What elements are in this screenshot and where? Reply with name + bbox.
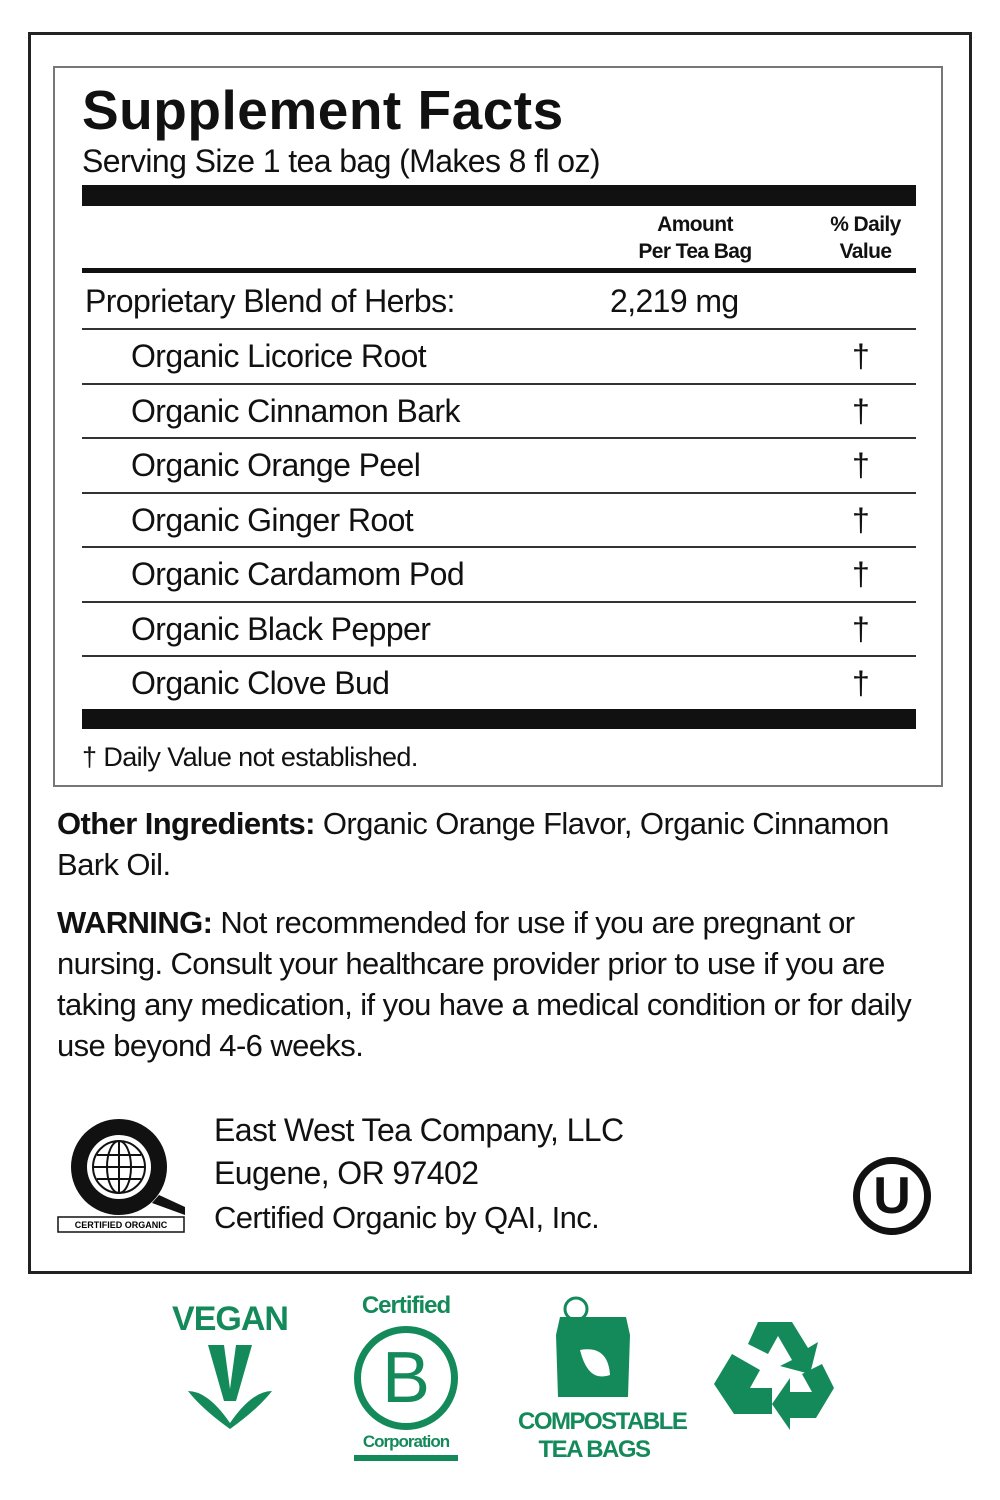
ingredient-name: Organic Clove Bud [131, 665, 390, 701]
ingredient-name: Organic Licorice Root [131, 338, 427, 374]
daily-value-dagger: † [852, 392, 870, 429]
row-divider [82, 382, 916, 385]
ingredient-row: Organic Clove Bud † [82, 657, 916, 711]
vegan-text: VEGAN [172, 1300, 289, 1338]
ingredient-row: Organic Black Pepper † [82, 603, 916, 657]
qai-certified-organic-logo: CERTIFIED ORGANIC [57, 1115, 187, 1235]
warning-text: Not recommended for use if you are pregn… [57, 905, 912, 1063]
blend-amount: 2,219 mg [610, 283, 739, 319]
panel-title: Supplement Facts [82, 79, 564, 141]
row-divider [82, 655, 916, 657]
other-ingredients: Other Ingredients: Organic Orange Flavor… [57, 803, 937, 885]
amount-header: Amount Per Tea Bag [610, 211, 780, 265]
row-divider [82, 328, 916, 330]
footnote: † Daily Value not established. [82, 742, 418, 772]
label-frame [28, 32, 972, 1274]
daily-value-dagger: † [852, 556, 870, 592]
amount-header-line1: Amount [657, 213, 733, 236]
bcorp-certified-text: Certified [361, 1292, 451, 1319]
header-divider [82, 268, 916, 273]
qai-label: CERTIFIED ORGANIC [75, 1220, 168, 1230]
other-ingredients-label: Other Ingredients: [57, 806, 316, 841]
daily-value-dagger: † [852, 338, 870, 374]
compostable-tea-bags-logo: COMPOSTABLE TEA BAGS [518, 1295, 688, 1465]
supplement-facts-panel [53, 66, 943, 787]
thick-divider [82, 185, 916, 206]
compostable-text: COMPOSTABLE [518, 1408, 688, 1435]
b-corp-logo: Certified B Corporation [350, 1292, 462, 1462]
thick-divider-bottom [82, 709, 916, 729]
other-ingredients-text: Organic Orange Flavor, Organic Cinnamon … [57, 806, 889, 882]
amount-header-line2: Per Tea Bag [638, 240, 752, 263]
ingredient-row: Organic Licorice Root † [82, 330, 916, 384]
daily-value-dagger: † [852, 501, 870, 538]
bcorp-b-icon: B [354, 1326, 458, 1430]
recycle-icon [712, 1318, 836, 1434]
serving-size: Serving Size 1 tea bag (Makes 8 fl oz) [82, 143, 601, 179]
warning: WARNING: Not recommended for use if you … [57, 902, 937, 1066]
row-divider [82, 491, 916, 494]
dv-header-line2: Value [839, 240, 892, 263]
tea-bags-text: TEA BAGS [538, 1436, 651, 1463]
row-divider [82, 437, 916, 439]
kosher-u-icon: U [853, 1157, 931, 1235]
ingredient-row: Organic Ginger Root † [82, 494, 916, 548]
daily-value-dagger: † [852, 665, 870, 701]
dv-header-line1: % Daily [830, 213, 901, 236]
vegan-v-leaf-icon [188, 1345, 272, 1429]
ingredient-row: Organic Orange Peel † [82, 439, 916, 493]
ingredient-name: Organic Black Pepper [131, 610, 431, 647]
row-divider [82, 546, 916, 548]
bcorp-underline [354, 1455, 458, 1461]
daily-value-dagger: † [852, 610, 870, 647]
company-name: East West Tea Company, LLC [214, 1112, 624, 1148]
certification-text: Certified Organic by QAI, Inc. [214, 1200, 600, 1235]
daily-value-header: % Daily Value [808, 211, 923, 265]
bcorp-corporation-text: Corporation [362, 1432, 450, 1451]
warning-label: WARNING: [57, 905, 213, 940]
ingredient-name: Organic Orange Peel [131, 447, 421, 483]
ingredient-row: Organic Cinnamon Bark † [82, 385, 916, 439]
tea-bag-icon [556, 1296, 630, 1397]
ingredient-row: Organic Cardamom Pod † [82, 548, 916, 602]
ingredient-name: Organic Cinnamon Bark [131, 392, 460, 429]
row-divider [82, 600, 916, 603]
ingredient-name: Organic Cardamom Pod [131, 556, 465, 592]
blend-label: Proprietary Blend of Herbs: [85, 283, 455, 319]
daily-value-dagger: † [852, 447, 870, 483]
company-city: Eugene, OR 97402 [214, 1155, 479, 1191]
ingredient-name: Organic Ginger Root [131, 501, 414, 538]
vegan-logo: VEGAN [168, 1300, 292, 1440]
